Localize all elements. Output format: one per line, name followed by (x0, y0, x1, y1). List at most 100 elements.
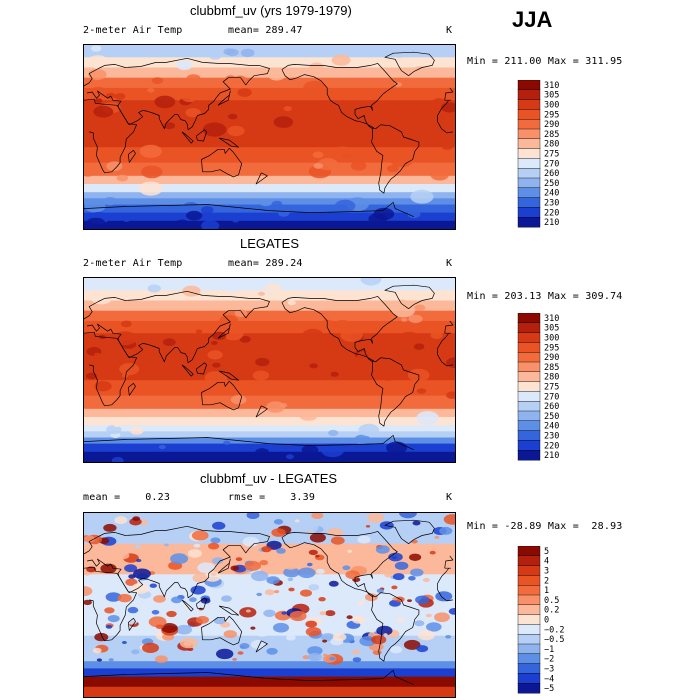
panel-2-map (83, 277, 456, 463)
field-patch (297, 186, 305, 191)
coastline (84, 435, 414, 451)
colorbar-swatch (517, 119, 541, 130)
field-patch (414, 620, 425, 627)
coastline (201, 380, 243, 411)
field-patch (202, 122, 227, 137)
coastline (181, 364, 194, 377)
field-band (84, 290, 455, 302)
field-patch (230, 395, 247, 405)
field-patch (307, 562, 313, 567)
field-patch (105, 625, 113, 629)
colorbar-swatch (517, 332, 541, 343)
field-patch (307, 530, 312, 534)
coastline (218, 137, 239, 148)
field-patch (246, 609, 251, 613)
panel-3-map (83, 512, 456, 698)
field-patch (240, 645, 245, 649)
colorbar-swatch (517, 440, 541, 451)
panel-3-map-svg (84, 513, 455, 697)
field-patch (84, 586, 93, 597)
field-patch (281, 611, 287, 615)
field-band (84, 147, 455, 164)
field-band (84, 513, 455, 545)
field-patch (308, 549, 318, 556)
field-patch (318, 597, 326, 602)
field-patch (407, 599, 412, 602)
field-patch (328, 429, 339, 437)
field-patch (117, 593, 132, 603)
colorbar-label: 290 (544, 120, 559, 130)
colorbar-label: 275 (544, 383, 559, 393)
field-patch (271, 528, 286, 537)
field-patch (346, 615, 353, 620)
field-patch (425, 613, 432, 618)
field-patch (131, 583, 150, 594)
field-patch (305, 620, 317, 628)
field-patch (399, 513, 417, 519)
field-patch (412, 66, 428, 76)
field-patch (127, 606, 139, 614)
colorbar-swatch (517, 313, 541, 324)
colorbar-label: 210 (544, 218, 559, 228)
field-patch (430, 169, 449, 181)
field-band (84, 45, 455, 58)
coastline (217, 323, 231, 339)
coastline (255, 172, 268, 185)
colorbar-label: 4 (544, 557, 549, 567)
colorbar-label: −1 (544, 645, 554, 655)
colorbar-swatch (517, 643, 541, 655)
field-patch (305, 627, 322, 637)
panel-2-mean-label: mean= 289.24 (228, 258, 303, 269)
field-patch (232, 658, 237, 661)
field-patch (407, 210, 421, 219)
field-patch (84, 535, 95, 543)
field-patch (186, 210, 203, 221)
field-patch (331, 54, 351, 66)
field-patch (96, 658, 102, 662)
field-patch (302, 328, 324, 342)
field-patch (313, 163, 324, 169)
field-patch (376, 588, 384, 593)
colorbar-swatch (517, 207, 541, 218)
field-patch (138, 181, 163, 196)
colorbar-label: −3 (544, 665, 554, 675)
colorbar-swatch (517, 555, 541, 567)
field-patch (211, 341, 218, 345)
panel-2-minmax-label: Min = 203.13 Max = 309.74 (467, 291, 623, 302)
field-patch (386, 441, 408, 455)
field-patch (114, 93, 126, 100)
field-patch (322, 639, 328, 643)
field-patch (307, 646, 323, 656)
field-patch (175, 219, 190, 229)
colorbar-swatch (517, 420, 541, 432)
field-patch (328, 580, 339, 587)
coastline (127, 382, 136, 396)
field-patch (287, 577, 294, 582)
field-patch (176, 60, 193, 70)
field-patch (222, 279, 244, 292)
colorbar-swatch (517, 381, 541, 392)
field-patch (125, 617, 138, 625)
colorbar-label: −2 (544, 655, 554, 665)
panel-1-variable-label: 2-meter Air Temp (83, 25, 183, 36)
field-patch (259, 198, 273, 207)
colorbar-label: 285 (544, 130, 559, 140)
field-patch (283, 106, 292, 112)
colorbar-label: 2 (544, 576, 549, 586)
coastline (127, 149, 136, 163)
field-patch (84, 572, 90, 576)
field-patch (230, 565, 240, 571)
coastline (255, 405, 268, 418)
panel-1-mean-label: mean= 289.47 (228, 25, 303, 36)
field-patch (223, 440, 231, 445)
colorbar-label: 250 (544, 412, 559, 422)
coastline (181, 131, 194, 144)
field-patch (153, 595, 166, 603)
field-patch (210, 537, 221, 544)
field-patch (287, 300, 296, 306)
field-patch (191, 530, 209, 541)
field-patch (88, 69, 107, 80)
field-patch (299, 409, 318, 421)
field-patch (90, 291, 113, 305)
colorbar-label: 220 (544, 208, 559, 218)
